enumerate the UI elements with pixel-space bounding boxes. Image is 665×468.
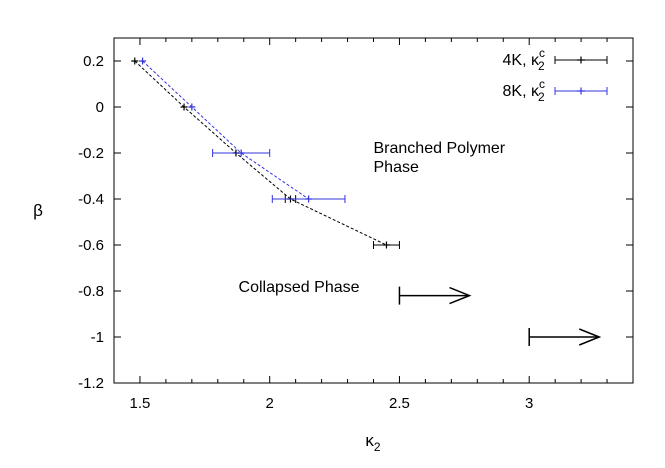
y-tick-label: -0.2 <box>78 145 104 162</box>
arrow-head <box>578 328 602 346</box>
y-tick-label: -0.8 <box>78 283 104 300</box>
data-point <box>180 103 188 111</box>
x-axis-label-main: κ <box>365 431 374 450</box>
x-tick-label: 3 <box>525 395 533 412</box>
data-point <box>139 57 147 65</box>
annotations-layer: Branched Polymer Phase Collapsed Phase <box>239 140 506 296</box>
y-tick-label: -1.2 <box>78 375 104 392</box>
arrow-head <box>449 286 472 305</box>
y-tick-label: 0.2 <box>83 53 104 70</box>
ticks-layer: 1.5 2 2.5 3 0.2 0 -0.2 -0.4 -0.6 -0.8 -1 -1.2 <box>78 38 634 412</box>
annotation-line: Branched Polymer <box>374 140 506 157</box>
y-axis-label: β <box>33 201 43 220</box>
x-tick-label: 1.5 <box>130 395 151 412</box>
phase-annotation: Collapsed Phase <box>239 279 360 296</box>
data-point <box>382 241 390 249</box>
annotation-line: Collapsed Phase <box>239 279 360 296</box>
legend-label: 8K, κc 2 <box>503 77 545 104</box>
series-line <box>142 60 309 200</box>
legend-marker <box>577 87 585 95</box>
legend: 4K, κc 28K, κc 2 <box>503 46 608 104</box>
y-tick-label: -0.6 <box>78 237 104 254</box>
y-tick-label: -0.4 <box>78 191 104 208</box>
legend-label-sup: c <box>539 46 545 60</box>
x-axis-label-sub: 2 <box>374 440 381 454</box>
legend-label-sub: 2 <box>538 59 545 73</box>
x-tick-label: 2 <box>266 395 274 412</box>
data-point <box>305 195 313 203</box>
series-2 <box>139 57 346 203</box>
x-axis-label: κ2 <box>365 431 381 454</box>
data-point <box>237 149 245 157</box>
legend-label-sub: 2 <box>538 90 545 104</box>
arrows-layer <box>398 286 602 346</box>
data-point <box>131 57 139 65</box>
x-tick-label: 2.5 <box>389 395 410 412</box>
legend-label-main: 8K, κ <box>503 83 540 100</box>
annotation-line: Phase <box>374 159 419 176</box>
series-layer <box>131 57 400 249</box>
legend-marker <box>577 56 585 64</box>
y-tick-label: 0 <box>96 99 104 116</box>
data-point <box>188 103 196 111</box>
phase-annotation: Branched Polymer Phase <box>374 140 506 176</box>
legend-label-main: 4K, κ <box>503 52 540 69</box>
legend-label-sup: c <box>539 77 545 91</box>
legend-label: 4K, κc 2 <box>503 46 545 73</box>
y-tick-label: -1 <box>91 329 104 346</box>
